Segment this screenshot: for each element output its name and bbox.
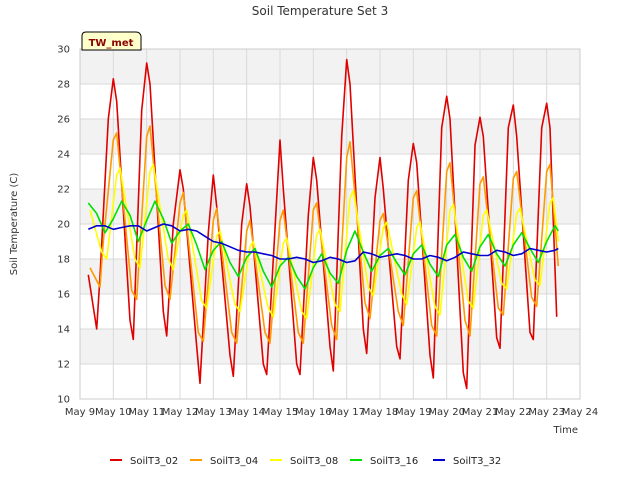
x-tick-label: May 19 xyxy=(395,407,432,418)
series-line-soilt3-04 xyxy=(89,125,560,344)
y-tick-label: 26 xyxy=(57,115,70,126)
y-tick-label: 24 xyxy=(57,150,70,161)
legend-label: SoilT3_08 xyxy=(290,456,338,467)
y-tick-label: 16 xyxy=(57,290,70,301)
plot-band xyxy=(80,49,580,84)
badge-label: TW_met xyxy=(89,38,134,49)
x-tick-label: May 23 xyxy=(528,407,565,418)
legend-label: SoilT3_04 xyxy=(210,456,258,467)
x-tick-label: May 18 xyxy=(362,407,399,418)
badge-shape xyxy=(81,31,142,51)
axes xyxy=(79,48,581,400)
y-tick-label: 18 xyxy=(57,255,70,266)
x-tick-label: May 17 xyxy=(328,407,365,418)
series-line-soilt3-16 xyxy=(87,200,559,290)
x-tick-label: May 11 xyxy=(128,407,165,418)
y-tick-label: 22 xyxy=(57,185,70,196)
chart-title: Soil Temperature Set 3 xyxy=(252,4,388,18)
y-tick-label: 14 xyxy=(57,325,70,336)
legend-label: SoilT3_02 xyxy=(130,456,178,467)
series-lines xyxy=(87,58,560,390)
station-badge: TW_met xyxy=(81,31,142,51)
series-line-soilt3-32 xyxy=(87,223,559,264)
x-tick-label: May 14 xyxy=(228,407,265,418)
legend-label: SoilT3_16 xyxy=(370,456,418,467)
x-tick-label: May 21 xyxy=(462,407,499,418)
y-tick-label: 28 xyxy=(57,80,70,91)
x-tick-label: May 10 xyxy=(95,407,132,418)
x-tick-label: May 20 xyxy=(428,407,465,418)
x-tick-label: May 24 xyxy=(562,407,599,418)
x-axis-label: Time xyxy=(553,425,578,436)
plot-band xyxy=(80,119,580,154)
legend: SoilT3_02 SoilT3_04 SoilT3_08 SoilT3_16 Soil… xyxy=(110,456,501,467)
x-tick-label: May 9 xyxy=(65,407,95,418)
x-tick-label: May 13 xyxy=(195,407,232,418)
y-axis-label: Soil Temperature (C) xyxy=(9,173,20,276)
y-tick-label: 12 xyxy=(57,360,70,371)
y-tick-label: 30 xyxy=(57,45,70,56)
x-tick-label: May 12 xyxy=(162,407,199,418)
y-tick-label: 10 xyxy=(57,395,70,406)
x-tick-label: May 15 xyxy=(262,407,299,418)
y-tick-label: 20 xyxy=(57,220,70,231)
legend-label: SoilT3_32 xyxy=(453,456,501,467)
x-tick-label: May 16 xyxy=(295,407,332,418)
x-tick-label: May 22 xyxy=(495,407,532,418)
y-axis-ticks: 10 12 14 16 18 20 22 24 26 28 30 xyxy=(57,45,70,406)
plot-border xyxy=(79,48,581,400)
